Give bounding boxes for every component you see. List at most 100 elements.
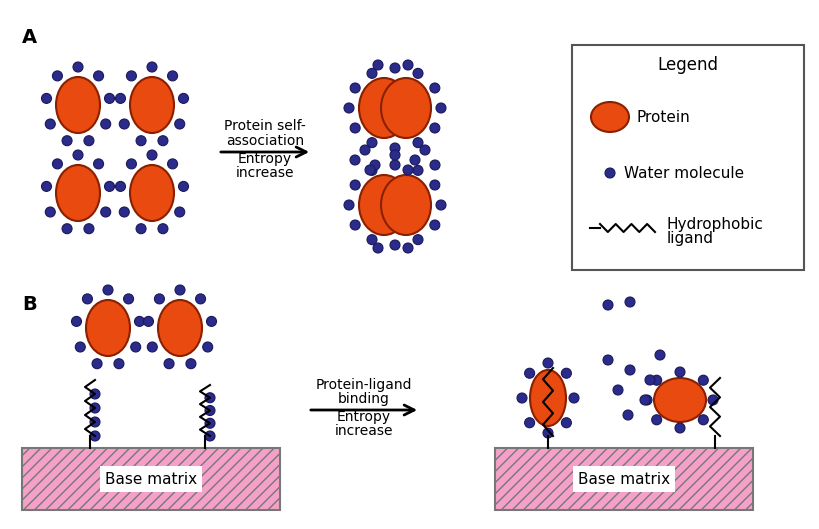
Ellipse shape — [350, 123, 360, 133]
Ellipse shape — [130, 77, 174, 133]
Ellipse shape — [126, 71, 136, 81]
Ellipse shape — [410, 155, 419, 165]
Ellipse shape — [651, 415, 661, 425]
Ellipse shape — [62, 224, 72, 234]
Text: increase: increase — [334, 424, 393, 438]
Text: association: association — [226, 134, 304, 148]
Ellipse shape — [561, 368, 571, 378]
Text: Protein self-: Protein self- — [224, 119, 305, 133]
Ellipse shape — [622, 410, 632, 420]
Text: A: A — [22, 28, 37, 47]
Ellipse shape — [84, 224, 94, 234]
Ellipse shape — [124, 294, 133, 304]
Ellipse shape — [360, 145, 369, 155]
Ellipse shape — [205, 418, 215, 428]
Ellipse shape — [369, 160, 379, 170]
Text: Entropy: Entropy — [337, 410, 391, 424]
Text: Legend: Legend — [657, 56, 717, 74]
Ellipse shape — [186, 359, 196, 369]
Ellipse shape — [651, 375, 661, 385]
Ellipse shape — [93, 71, 103, 81]
Ellipse shape — [390, 240, 400, 250]
Ellipse shape — [516, 393, 527, 403]
Ellipse shape — [158, 136, 168, 145]
Ellipse shape — [367, 166, 377, 175]
Ellipse shape — [92, 359, 102, 369]
Text: Base matrix: Base matrix — [105, 471, 197, 487]
Ellipse shape — [413, 166, 423, 175]
Ellipse shape — [367, 235, 377, 244]
Ellipse shape — [206, 316, 216, 326]
Ellipse shape — [641, 395, 651, 405]
Bar — [495, 448, 752, 510]
Ellipse shape — [83, 294, 93, 304]
Ellipse shape — [350, 220, 360, 230]
Ellipse shape — [542, 358, 552, 368]
Text: B: B — [22, 295, 37, 314]
Ellipse shape — [419, 145, 429, 155]
Ellipse shape — [429, 123, 439, 133]
Ellipse shape — [654, 378, 705, 422]
Ellipse shape — [624, 365, 634, 375]
Ellipse shape — [698, 375, 708, 385]
Ellipse shape — [524, 418, 534, 428]
Ellipse shape — [367, 138, 377, 148]
Ellipse shape — [381, 175, 431, 235]
Ellipse shape — [179, 181, 188, 191]
Ellipse shape — [101, 119, 111, 129]
Ellipse shape — [561, 418, 571, 428]
Ellipse shape — [52, 159, 62, 169]
Ellipse shape — [101, 207, 111, 217]
Ellipse shape — [174, 207, 184, 217]
Ellipse shape — [413, 235, 423, 244]
Ellipse shape — [613, 385, 622, 395]
Ellipse shape — [413, 138, 423, 148]
Ellipse shape — [90, 389, 100, 399]
Ellipse shape — [674, 367, 684, 377]
Ellipse shape — [390, 160, 400, 170]
Ellipse shape — [344, 200, 354, 210]
Ellipse shape — [359, 175, 409, 235]
Ellipse shape — [390, 63, 400, 73]
Ellipse shape — [119, 207, 129, 217]
Ellipse shape — [179, 94, 188, 103]
Ellipse shape — [104, 181, 115, 191]
Ellipse shape — [364, 165, 374, 175]
Ellipse shape — [158, 224, 168, 234]
Ellipse shape — [56, 77, 100, 133]
Ellipse shape — [698, 415, 708, 425]
Ellipse shape — [350, 83, 360, 93]
Ellipse shape — [390, 143, 400, 153]
Ellipse shape — [624, 297, 634, 307]
Ellipse shape — [147, 150, 156, 160]
Ellipse shape — [90, 417, 100, 427]
Ellipse shape — [542, 428, 552, 438]
Ellipse shape — [136, 224, 146, 234]
Ellipse shape — [71, 316, 81, 326]
Ellipse shape — [707, 395, 717, 405]
Ellipse shape — [373, 243, 382, 253]
Ellipse shape — [75, 342, 85, 352]
Ellipse shape — [436, 103, 446, 113]
Ellipse shape — [602, 300, 613, 310]
Ellipse shape — [402, 60, 413, 70]
Ellipse shape — [344, 103, 354, 113]
Bar — [22, 448, 279, 510]
Ellipse shape — [167, 71, 178, 81]
Ellipse shape — [119, 119, 129, 129]
Text: ligand: ligand — [666, 231, 713, 245]
Ellipse shape — [45, 119, 55, 129]
Ellipse shape — [429, 160, 440, 170]
Text: Protein-ligand: Protein-ligand — [315, 378, 412, 392]
Ellipse shape — [45, 207, 55, 217]
Ellipse shape — [350, 180, 360, 190]
Text: Hydrophobic: Hydrophobic — [666, 216, 763, 232]
Ellipse shape — [202, 342, 212, 352]
Ellipse shape — [90, 403, 100, 413]
Ellipse shape — [90, 431, 100, 441]
Ellipse shape — [174, 285, 185, 295]
Ellipse shape — [114, 359, 124, 369]
Ellipse shape — [104, 94, 115, 103]
Ellipse shape — [167, 159, 178, 169]
Ellipse shape — [134, 316, 144, 326]
